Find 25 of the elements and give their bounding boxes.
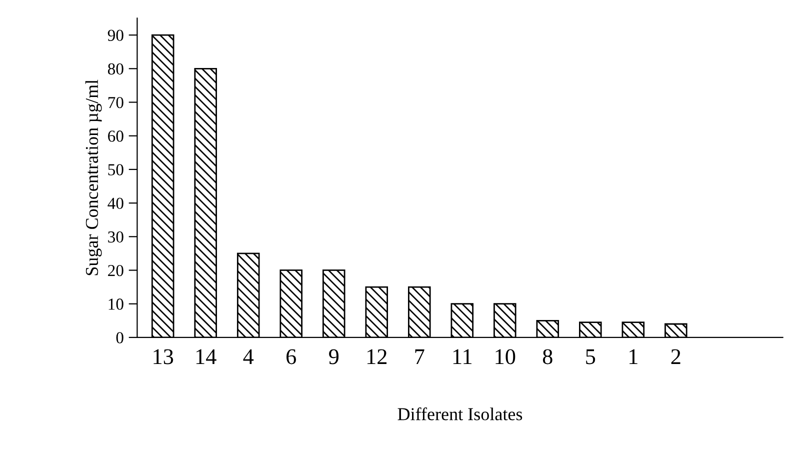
y-tick-label: 60 <box>108 130 124 142</box>
x-tick-label: 10 <box>496 349 516 364</box>
x-tick-label: 1 <box>630 349 638 364</box>
x-tick-label: 12 <box>367 349 387 364</box>
x-tick-label: 4 <box>243 349 254 364</box>
x-tick-label: 6 <box>286 349 296 364</box>
y-tick-label: 50 <box>108 164 124 176</box>
x-tick-label: 9 <box>329 349 339 364</box>
x-tick-label: 2 <box>671 349 680 364</box>
x-tick-label: 8 <box>542 349 552 364</box>
x-tick-label: 7 <box>415 349 424 364</box>
x-tick-label: 14 <box>196 349 216 364</box>
y-tick-label: 90 <box>108 30 124 41</box>
y-tick-label: 20 <box>108 264 124 276</box>
y-tick-label: 10 <box>108 298 124 310</box>
y-axis-title: Sugar Concentration µg/ml <box>85 80 102 276</box>
x-tick-label: 11 <box>453 349 472 364</box>
y-tick-label: 70 <box>108 96 124 108</box>
y-tick-label: 40 <box>108 198 124 209</box>
x-tick-label: 5 <box>586 349 596 364</box>
y-tick-label: 30 <box>108 231 124 243</box>
y-tick-label: 80 <box>108 63 124 75</box>
y-tick-label: 0 <box>116 332 124 344</box>
x-axis-title: Different Isolates <box>398 407 522 420</box>
x-tick-label: 13 <box>154 349 174 364</box>
